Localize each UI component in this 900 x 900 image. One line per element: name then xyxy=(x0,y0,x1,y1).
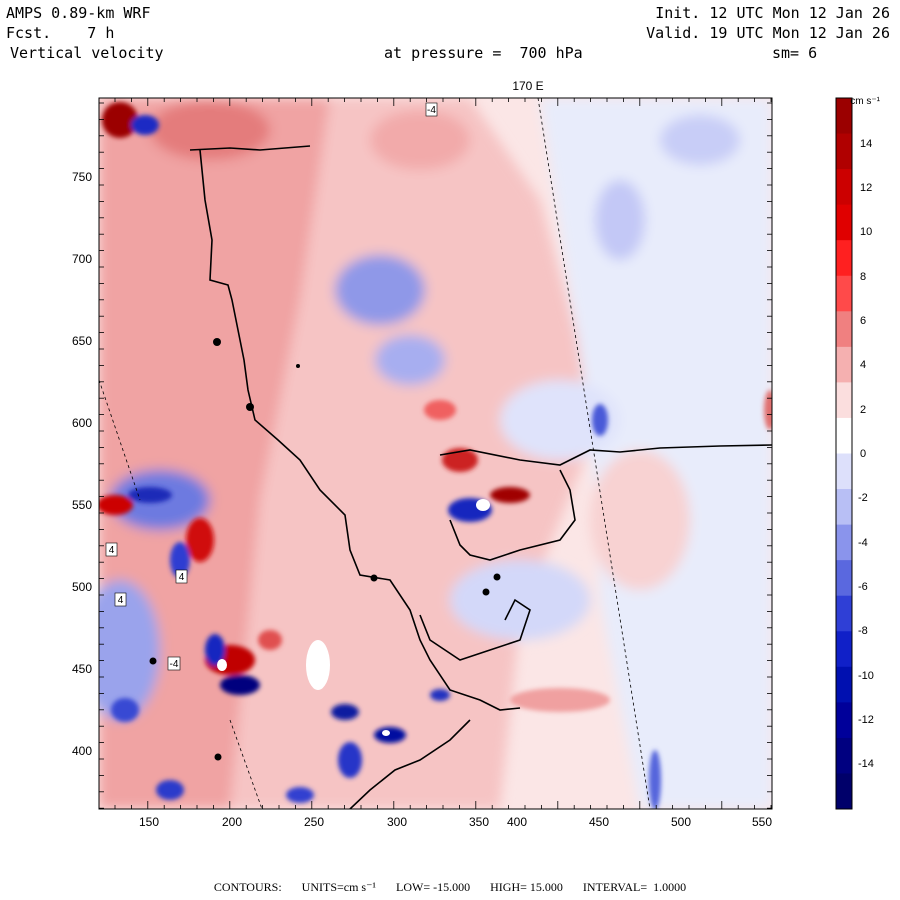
colorbar-swatch xyxy=(836,524,852,561)
colorbar-label: 4 xyxy=(860,359,866,371)
interval-label: INTERVAL= 1.0000 xyxy=(582,880,687,894)
colorbar-swatch xyxy=(836,240,852,277)
x-tick-label: 400 xyxy=(507,815,527,829)
meridian-label: 170 E xyxy=(512,79,543,93)
colorbar-swatch xyxy=(836,98,852,135)
y-tick-label: 550 xyxy=(72,498,92,512)
x-tick-label: 550 xyxy=(752,815,772,829)
contour-label: 4 xyxy=(118,595,124,606)
y-tick-label: 450 xyxy=(72,662,92,676)
low-label: LOW= -15.000 xyxy=(396,880,471,894)
contour-info: CONTOURS: UNITS=cm s⁻¹ LOW= -15.000 HIGH= 1… xyxy=(0,880,900,895)
colorbar-label: 14 xyxy=(860,138,872,150)
contour-labels: -4 4 4 4 -4 xyxy=(105,102,438,671)
high-label: HIGH= 15.000 xyxy=(490,880,563,894)
y-tick-label: 400 xyxy=(72,744,92,758)
x-tick-label: 350 xyxy=(469,815,489,829)
colorbar-label: 6 xyxy=(860,315,866,327)
colorbar-swatch xyxy=(836,169,852,206)
x-tick-label: 500 xyxy=(671,815,691,829)
colorbar-labels: 14 12 10 8 6 4 2 0 -2 -4 -6 -8 -10 -12 -… xyxy=(858,138,874,770)
field-name: Vertical velocity xyxy=(10,44,164,62)
pressure-level: at pressure = 700 hPa xyxy=(384,44,583,62)
contours-label: CONTOURS: xyxy=(213,880,282,894)
y-tick-label: 750 xyxy=(72,170,92,184)
y-axis: 750 700 650 600 550 500 450 400 xyxy=(72,170,92,758)
colorbar-swatch xyxy=(836,346,852,383)
colorbar-swatch xyxy=(836,737,852,774)
colorbar-swatch xyxy=(836,773,852,810)
coastline xyxy=(189,145,772,809)
colorbar-label: -14 xyxy=(858,758,874,770)
colorbar-swatch xyxy=(836,489,852,526)
units-label: UNITS=cm s⁻¹ xyxy=(301,880,377,894)
colorbar-label: 8 xyxy=(860,271,866,283)
forecast-label: Fcst. 7 h xyxy=(6,24,114,42)
colorbar-swatch xyxy=(836,453,852,490)
colorbar-label: 2 xyxy=(860,404,866,416)
field-shading xyxy=(99,98,772,809)
colorbar-swatch xyxy=(836,702,852,739)
colorbar-swatch xyxy=(836,275,852,312)
colorbar-label: 10 xyxy=(860,226,872,238)
contour-label: -4 xyxy=(170,659,179,670)
smoothing-label: sm= 6 xyxy=(772,44,818,62)
model-title: AMPS 0.89-km WRF xyxy=(6,4,151,22)
colorbar-label: -8 xyxy=(858,625,868,637)
colorbar-label: -10 xyxy=(858,670,874,682)
x-tick-label: 150 xyxy=(139,815,159,829)
y-tick-label: 650 xyxy=(72,334,92,348)
y-tick-label: 700 xyxy=(72,252,92,266)
colorbar-swatch xyxy=(836,311,852,348)
fcst-value: 7 h xyxy=(87,24,115,42)
colorbar-swatch xyxy=(836,595,852,632)
x-tick-label: 200 xyxy=(222,815,242,829)
colorbar-label: 0 xyxy=(860,448,866,460)
colorbar-label: -6 xyxy=(858,581,868,593)
y-tick-label: 600 xyxy=(72,416,92,430)
x-tick-label: 450 xyxy=(589,815,609,829)
colorbar-swatch xyxy=(836,204,852,241)
x-tick-label: 250 xyxy=(304,815,324,829)
valid-time: Valid. 19 UTC Mon 12 Jan 26 xyxy=(646,24,890,42)
colorbar-swatch xyxy=(836,666,852,703)
colorbar-frame xyxy=(835,97,853,810)
colorbar-label: 12 xyxy=(860,182,872,194)
y-tick-label: 500 xyxy=(72,580,92,594)
x-tick-label: 300 xyxy=(387,815,407,829)
colorbar xyxy=(835,97,853,810)
colorbar-label: -2 xyxy=(858,492,868,504)
init-time: Init. 12 UTC Mon 12 Jan 26 xyxy=(655,4,890,22)
x-axis: 150 200 250 300 350 400 450 500 550 xyxy=(139,815,772,829)
colorbar-label: -12 xyxy=(858,714,874,726)
colorbar-swatch xyxy=(836,133,852,170)
colorbar-swatch xyxy=(836,417,852,454)
colorbar-swatch xyxy=(836,631,852,668)
colorbar-units: cm s⁻¹ xyxy=(850,96,880,107)
colorbar-swatch xyxy=(836,382,852,419)
colorbar-label: -4 xyxy=(858,537,868,549)
contour-label: -4 xyxy=(427,105,436,116)
contour-label: 4 xyxy=(109,545,115,556)
colorbar-swatch xyxy=(836,560,852,597)
fcst-label: Fcst. xyxy=(6,24,52,42)
map-frame xyxy=(98,97,773,810)
contour-label: 4 xyxy=(179,572,185,583)
